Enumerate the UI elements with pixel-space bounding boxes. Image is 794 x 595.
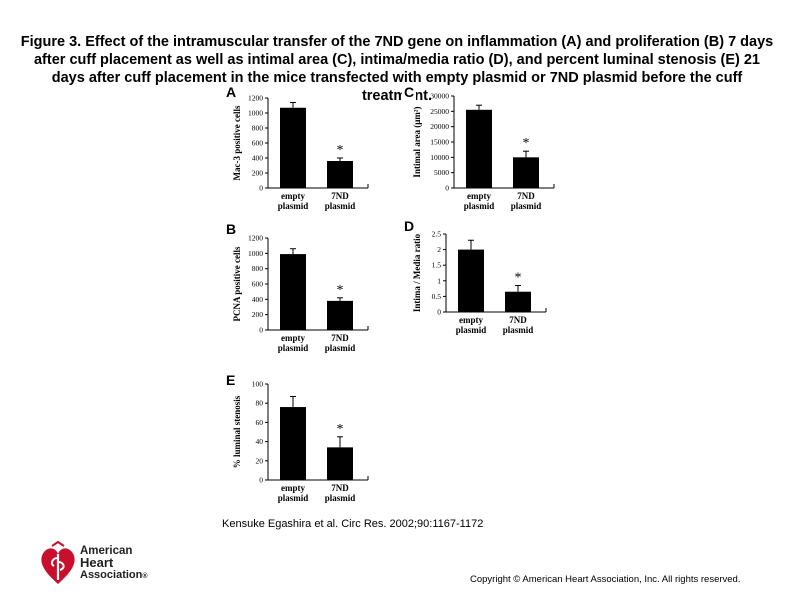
bar-1 [280, 107, 306, 188]
y-tick-label: 200 [252, 169, 264, 178]
y-axis-label: Intima / Media ratio [412, 233, 422, 312]
y-tick-label: 1000 [248, 109, 263, 118]
category-label: plasmid [464, 201, 495, 211]
y-tick-label: 0 [445, 184, 449, 193]
bar-1 [280, 254, 306, 330]
chart-panel-b: 0 200 400 600 800 1000 1200 PCNA positive cells… [232, 234, 369, 353]
bar-2 [513, 157, 539, 188]
y-tick-label: 30000 [430, 92, 449, 101]
aha-logo [41, 540, 75, 584]
bar-1 [280, 407, 306, 480]
category-label: empty [467, 191, 491, 201]
category-label: empty [281, 483, 305, 493]
y-axis-label: % luminal stenosis [232, 395, 242, 468]
bar-2 [327, 300, 353, 330]
category-label: 7ND [509, 315, 527, 325]
y-tick-label: 200 [252, 310, 264, 319]
y-tick-label: 600 [252, 280, 264, 289]
bar-1 [466, 109, 492, 188]
y-tick-label: 600 [252, 139, 264, 148]
category-label: empty [459, 315, 483, 325]
significance-marker: * [337, 422, 344, 437]
significance-marker: * [523, 136, 530, 151]
bar-2 [327, 447, 353, 480]
y-axis-label: PCNA positive cells [232, 246, 242, 321]
logo-registered-mark: ® [142, 573, 148, 580]
y-tick-label: 1 [437, 276, 441, 285]
category-label: plasmid [325, 343, 356, 353]
y-tick-label: 5000 [434, 168, 449, 177]
y-tick-label: 400 [252, 295, 264, 304]
y-tick-label: 0.5 [432, 292, 442, 301]
category-label: 7ND [331, 483, 349, 493]
category-label: plasmid [503, 325, 534, 335]
category-label: 7ND [331, 333, 349, 343]
category-label: plasmid [278, 343, 309, 353]
panel-label-c: C [402, 84, 417, 100]
panel-label-d: D [402, 218, 417, 234]
panel-label-b: B [224, 221, 239, 237]
category-label: plasmid [325, 493, 356, 503]
y-tick-label: 2 [437, 245, 441, 254]
y-tick-label: 100 [252, 380, 264, 389]
category-label: plasmid [456, 325, 487, 335]
logo-line-2: Heart [80, 555, 114, 570]
logo-line-3: Association® [80, 569, 148, 583]
bar-2 [327, 161, 353, 188]
panel-label-a: A [224, 84, 239, 100]
significance-marker: * [515, 270, 522, 285]
aha-logo-text: American Heart Association® [80, 545, 148, 583]
y-tick-label: 15000 [430, 138, 449, 147]
significance-marker: * [337, 143, 344, 158]
category-label: empty [281, 333, 305, 343]
y-tick-label: 0 [259, 476, 263, 485]
bar-2 [505, 291, 531, 312]
y-tick-label: 1000 [248, 249, 263, 258]
y-tick-label: 1.5 [432, 261, 442, 270]
y-tick-label: 1200 [248, 94, 263, 103]
chart-panel-c: 0 5000 10000 15000 20000 25000 30000 Intimal ar… [412, 92, 555, 211]
y-axis-label: Intimal area (μm²) [412, 106, 422, 177]
y-tick-label: 25000 [430, 107, 449, 116]
logo-line-3-text: Association [80, 569, 143, 581]
category-label: plasmid [511, 201, 542, 211]
bar-1 [458, 249, 484, 312]
category-label: plasmid [278, 201, 309, 211]
y-axis-label: Mac-3 positive cells [232, 105, 242, 180]
logo-line-1: American [80, 545, 133, 557]
figure-title: Figure 3. Effect of the intramuscular tr… [20, 34, 774, 104]
y-tick-label: 2.5 [432, 230, 442, 239]
y-tick-label: 20000 [430, 122, 449, 131]
y-tick-label: 80 [256, 399, 264, 408]
y-tick-label: 20 [256, 456, 264, 465]
y-tick-label: 800 [252, 264, 264, 273]
category-label: empty [281, 191, 305, 201]
y-tick-label: 400 [252, 154, 264, 163]
y-tick-label: 40 [256, 437, 264, 446]
y-tick-label: 0 [259, 326, 263, 335]
y-tick-label: 60 [256, 418, 264, 427]
category-label: plasmid [278, 493, 309, 503]
copyright-text: Copyright © American Heart Association, … [470, 574, 741, 585]
panel-label-e: E [224, 372, 238, 388]
citation-text: Kensuke Egashira et al. Circ Res. 2002;9… [222, 518, 484, 530]
y-tick-label: 10000 [430, 153, 449, 162]
y-tick-label: 1200 [248, 234, 263, 243]
y-tick-label: 800 [252, 124, 264, 133]
chart-panel-a: 0 200 400 600 800 1000 1200 Mac-3 positive cell… [232, 94, 369, 211]
y-tick-label: 0 [437, 308, 441, 317]
significance-marker: * [337, 283, 344, 298]
category-label: 7ND [331, 191, 349, 201]
y-tick-label: 0 [259, 184, 263, 193]
category-label: plasmid [325, 201, 356, 211]
category-label: 7ND [517, 191, 535, 201]
